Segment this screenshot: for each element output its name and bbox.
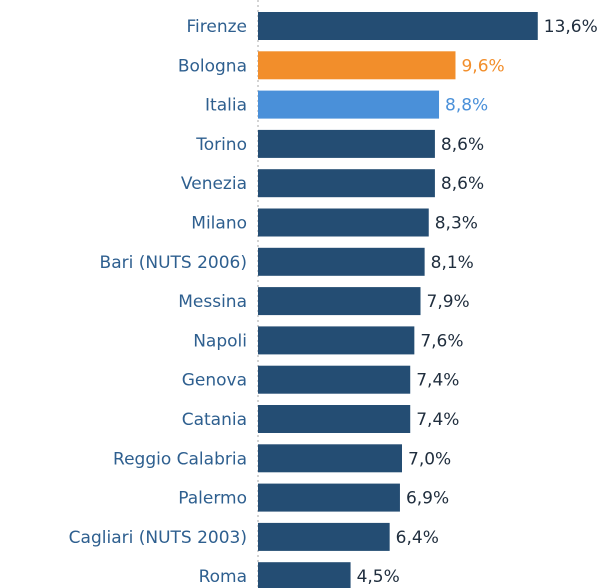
- bar: [258, 287, 421, 316]
- category-label: Palermo: [178, 489, 247, 509]
- category-label: Firenze: [187, 17, 248, 37]
- category-label: Roma: [199, 567, 247, 587]
- bar: [258, 247, 425, 276]
- category-label: Venezia: [181, 174, 247, 194]
- value-label: 8,8%: [445, 96, 488, 116]
- category-label: Genova: [182, 371, 247, 391]
- value-label: 7,9%: [427, 292, 470, 312]
- category-label: Napoli: [193, 331, 247, 351]
- category-label: Bari (NUTS 2006): [100, 253, 247, 273]
- bar: [258, 326, 415, 355]
- bar: [258, 51, 456, 80]
- value-label: 8,6%: [441, 174, 484, 194]
- value-label: 9,6%: [461, 56, 504, 76]
- category-label: Cagliari (NUTS 2003): [69, 528, 247, 548]
- category-label: Italia: [205, 96, 247, 116]
- bar: [258, 562, 351, 588]
- bar: [258, 129, 435, 158]
- bar: [258, 208, 429, 237]
- value-label: 6,4%: [396, 528, 439, 548]
- value-label: 7,0%: [408, 449, 451, 469]
- category-label: Reggio Calabria: [113, 449, 247, 469]
- bar: [258, 90, 440, 119]
- bar: [258, 405, 411, 433]
- category-label: Messina: [178, 292, 247, 312]
- bar: [258, 169, 435, 198]
- bar: [258, 444, 402, 473]
- value-label: 7,4%: [416, 410, 459, 430]
- bar: [258, 522, 390, 551]
- value-label: 4,5%: [357, 567, 400, 587]
- value-label: 13,6%: [544, 17, 598, 37]
- category-label: Milano: [191, 214, 247, 234]
- category-label: Bologna: [178, 56, 247, 76]
- value-label: 8,6%: [441, 135, 484, 155]
- value-label: 6,9%: [406, 489, 449, 509]
- value-label: 8,3%: [435, 214, 478, 234]
- bar: [258, 12, 538, 40]
- value-label: 7,4%: [416, 371, 459, 391]
- value-label: 8,1%: [431, 253, 474, 273]
- bar: [258, 365, 411, 394]
- value-label: 7,6%: [420, 331, 463, 351]
- category-label: Torino: [195, 135, 247, 155]
- bar: [258, 483, 400, 512]
- category-label: Catania: [182, 410, 247, 430]
